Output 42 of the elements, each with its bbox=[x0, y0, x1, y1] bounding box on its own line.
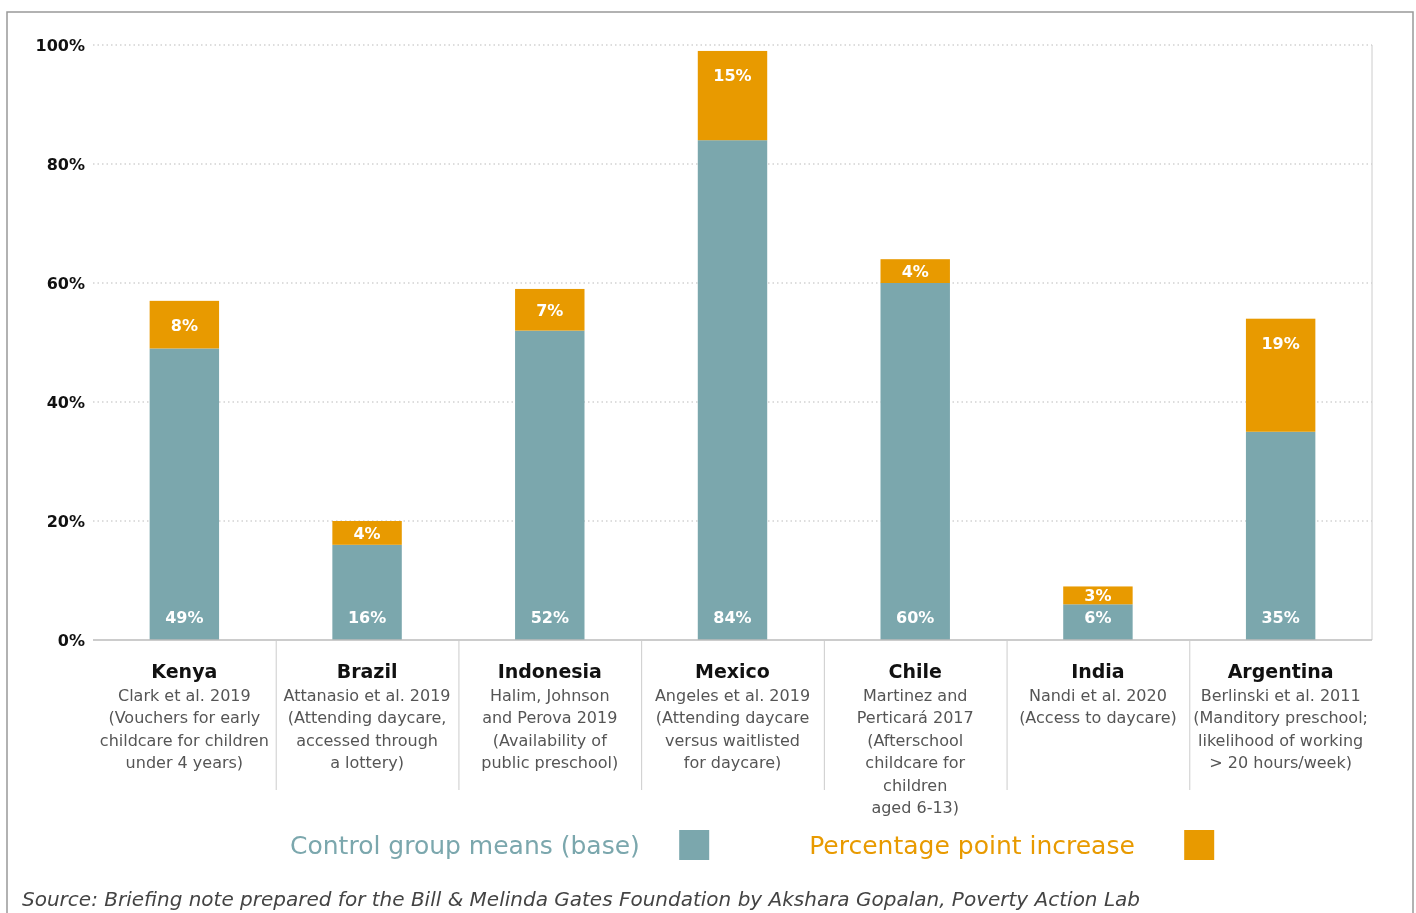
data-label: 84% bbox=[713, 608, 752, 627]
data-label: 52% bbox=[530, 608, 569, 627]
bar bbox=[1245, 318, 1316, 432]
x-tick-label: Mexico Angeles et al. 2019 (Attending daycare versus waitlisted for daycare) bbox=[654, 660, 811, 772]
x-tick-label: Argentina Berlinski et al. 2011 (Manditory preschool; likelihood of working > 20 hours/week) bbox=[1193, 660, 1368, 772]
data-label: 4% bbox=[353, 523, 381, 543]
bar bbox=[1063, 604, 1133, 640]
bar bbox=[515, 288, 585, 331]
bar bbox=[697, 140, 768, 640]
bar bbox=[149, 300, 220, 349]
data-label: 8% bbox=[170, 315, 198, 335]
bar bbox=[515, 330, 585, 640]
y-tick-label: 0% bbox=[57, 631, 85, 650]
source-note: Source: Briefing note prepared for the Bill & Melinda Gates Foundation by Akshara Gopalan, Poverty Action Lab bbox=[22, 887, 1140, 911]
bar bbox=[332, 521, 402, 545]
bar bbox=[697, 50, 768, 141]
legend-label: Percentage point increase bbox=[809, 831, 1135, 860]
bar bbox=[1245, 431, 1316, 640]
y-tick-label: 60% bbox=[46, 274, 85, 293]
x-tick-label: Chile Martinez and Perticará 2017 (Afterschool childcare for children aged 6-13) bbox=[856, 660, 974, 817]
data-label: 6% bbox=[1084, 608, 1112, 627]
y-tick-label: 20% bbox=[46, 512, 85, 531]
x-tick-label: India Nandi et al. 2020 (Access to daycare) bbox=[1019, 660, 1177, 727]
data-label: 15% bbox=[713, 65, 752, 85]
x-tick-label: Kenya Clark et al. 2019 (Vouchers for early childcare for children under 4 years) bbox=[99, 660, 269, 772]
x-tick-label: Indonesia Halim, Johnson and Perova 2019 (Availability of public preschool) bbox=[481, 660, 619, 772]
y-tick-label: 100% bbox=[35, 36, 85, 55]
y-tick-label: 80% bbox=[46, 155, 85, 174]
y-tick-label: 40% bbox=[46, 393, 85, 412]
data-label: 19% bbox=[1261, 333, 1300, 353]
data-label: 35% bbox=[1261, 608, 1300, 627]
bar bbox=[149, 348, 220, 640]
legend-label: Control group means (base) bbox=[290, 831, 640, 860]
data-label: 16% bbox=[347, 608, 387, 627]
bar bbox=[880, 283, 950, 640]
data-label: 7% bbox=[536, 300, 564, 320]
data-label: 3% bbox=[1084, 586, 1112, 606]
bar bbox=[332, 544, 402, 640]
data-label: 4% bbox=[901, 262, 929, 282]
data-label: 49% bbox=[165, 608, 204, 627]
x-tick-label: Brazil Attanasio et al. 2019 (Attending daycare, accessed through a lottery) bbox=[283, 660, 451, 772]
data-label: 60% bbox=[896, 608, 935, 627]
